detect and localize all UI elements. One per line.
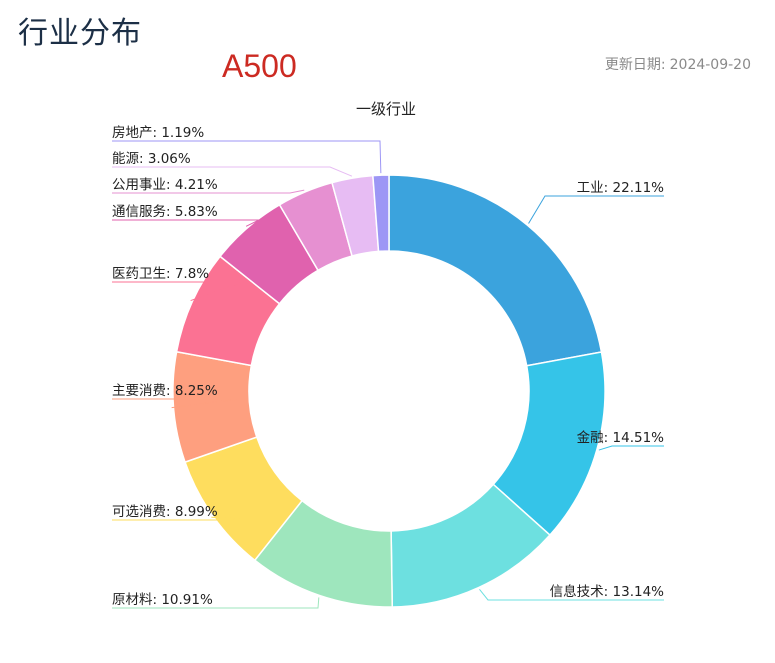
slice-label-5: 可选消费: 8.99% <box>112 504 218 520</box>
slice-11 <box>372 174 390 253</box>
slice-1 <box>388 174 603 367</box>
page-title: 行业分布 <box>18 16 142 51</box>
leader-line-10 <box>112 166 353 177</box>
leader-line-11 <box>112 140 382 174</box>
leader-line-2 <box>598 445 664 451</box>
chart-title: 一级行业 <box>356 100 416 118</box>
update-date-label: 更新日期: <box>604 57 666 73</box>
leader-line-group <box>112 140 664 609</box>
leader-line-7 <box>112 281 244 302</box>
slice-label-6: 主要消费: 8.25% <box>112 383 218 399</box>
slice-group <box>172 174 606 608</box>
update-date: 更新日期: 2024-09-20 <box>605 54 755 74</box>
slice-label-1: 工业: 22.11% <box>577 180 664 196</box>
leader-line-3 <box>479 589 664 601</box>
leader-line-4 <box>112 597 320 609</box>
leader-line-9 <box>112 189 305 194</box>
leader-line-1 <box>528 195 664 224</box>
slice-label-10: 能源: 3.06% <box>112 151 191 167</box>
slice-label-3: 信息技术: 13.14% <box>550 583 664 600</box>
slice-label-4: 原材料: 10.91% <box>112 592 213 608</box>
label-group: 工业: 22.11% 金融: 14.51% 信息技术: 13.14% 原材料: 10.… <box>112 125 664 608</box>
update-date-value: 2024-09-20 <box>669 57 751 73</box>
leader-line-8 <box>112 219 260 227</box>
slice-label-7: 医药卫生: 7.8% <box>112 266 209 282</box>
slice-label-9: 公用事业: 4.21% <box>112 177 218 193</box>
slice-label-11: 房地产: 1.19% <box>112 125 204 141</box>
slice-label-2: 金融: 14.51% <box>577 430 664 446</box>
leader-line-6 <box>112 398 241 409</box>
index-name: A500 <box>222 48 297 84</box>
leader-line-5 <box>112 516 259 521</box>
slice-label-8: 通信服务: 5.83% <box>112 204 218 220</box>
